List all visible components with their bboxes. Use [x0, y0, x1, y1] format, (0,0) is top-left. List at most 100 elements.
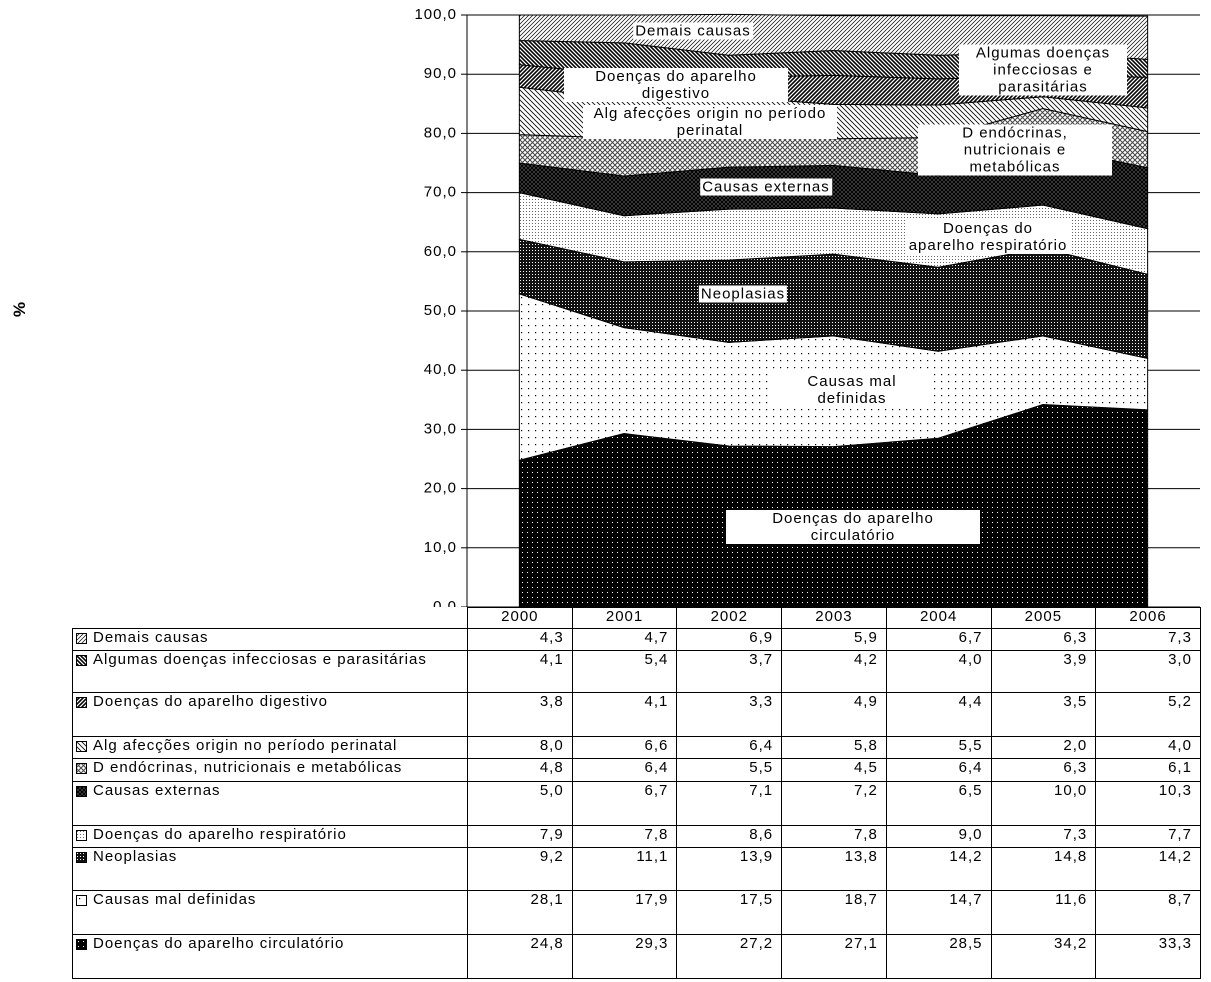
legend-swatch-fill [76, 762, 87, 774]
table-value: 7,3 [1095, 628, 1201, 651]
legend-swatch-fill [76, 938, 87, 950]
table-value: 7,8 [781, 825, 887, 848]
y-tick-label: 30,0 [424, 420, 457, 437]
table-value: 28,1 [467, 890, 573, 935]
table-value: 6,4 [885, 758, 992, 782]
table-value: 6,3 [990, 758, 1097, 782]
table-value: 7,7 [1095, 825, 1201, 848]
legend-entry: Algumas doenças infecciosas e parasitári… [93, 651, 427, 668]
table-value: 4,1 [467, 650, 573, 693]
y-axis-label: % [10, 302, 29, 318]
table-value: 4,0 [885, 650, 992, 693]
legend-swatch-fill [76, 785, 87, 797]
legend-cell: Doenças do aparelho circulatório [72, 934, 468, 979]
y-tick-label: 0,0 [433, 598, 457, 607]
table-value: 14,7 [885, 890, 992, 935]
legend-entry: Doenças do aparelho digestivo [93, 693, 328, 710]
table-value: 3,3 [676, 692, 783, 737]
area-label: Causas mal definidas [770, 373, 934, 407]
area-label: D endócrinas, nutricionais e metabólicas [918, 124, 1112, 176]
legend-swatch-fill [76, 632, 87, 644]
legend-entry: Doenças do aparelho circulatório [93, 935, 345, 952]
y-tick-label: 50,0 [424, 302, 457, 319]
area-label: Doenças do aparelho digestivo [564, 68, 788, 102]
table-value: 4,5 [781, 758, 887, 782]
table-value: 4,0 [1095, 736, 1201, 759]
table-value: 17,9 [571, 890, 678, 935]
table-value: 8,7 [1095, 890, 1201, 935]
table-value: 7,2 [781, 781, 887, 826]
table-row: Doenças do aparelho digestivo 3,8 4,1 3,3 4,… [72, 692, 1201, 737]
table-value: 6,4 [676, 736, 783, 759]
y-tick-label: 100,0 [414, 6, 457, 23]
table-value: 14,8 [990, 847, 1097, 891]
legend-swatch [76, 740, 87, 752]
legend-entry: Causas mal definidas [93, 891, 257, 908]
y-tick-label: 80,0 [424, 124, 457, 141]
legend-cell: Doenças do aparelho digestivo [72, 692, 468, 737]
table-value: 17,5 [676, 890, 783, 935]
legend-swatch [76, 938, 87, 950]
legend-entry: Doenças do aparelho respiratório [93, 826, 347, 843]
legend-cell: Causas mal definidas [72, 890, 468, 935]
table-value: 8,0 [467, 736, 573, 759]
table-value: 6,5 [885, 781, 992, 826]
table-value: 14,2 [1095, 847, 1201, 891]
table-value: 3,7 [676, 650, 783, 693]
table-value: 5,0 [467, 781, 573, 826]
legend-cell: Doenças do aparelho respiratório [72, 825, 468, 848]
table-value: 2,0 [990, 736, 1097, 759]
legend-cell: D endócrinas, nutricionais e metabólicas [72, 758, 468, 782]
table-row: Algumas doenças infecciosas e parasitári… [72, 650, 1201, 693]
table-value: 6,6 [571, 736, 678, 759]
table-value: 5,5 [676, 758, 783, 782]
table-value: 4,8 [467, 758, 573, 782]
data-table: 2000 2001 2002 2003 2004 2005 2006 Demais causa… [72, 607, 1201, 979]
table-row: Demais causas 4,3 4,7 6,9 5,9 6,7 6,3 7,3 [72, 628, 1201, 651]
x-tick-label: 2005 [990, 607, 1097, 629]
table-row: Causas externas 5,0 6,7 7,1 7,2 6,5 10,0 10,3 [72, 781, 1201, 826]
table-value: 34,2 [990, 934, 1097, 979]
legend-swatch [76, 851, 87, 863]
legend-entry: D endócrinas, nutricionais e metabólicas [93, 759, 403, 776]
legend-entry: Alg afecções origin no período perinatal [93, 737, 398, 754]
legend-entry: Demais causas [93, 629, 209, 646]
table-value: 24,8 [467, 934, 573, 979]
legend-swatch [76, 762, 87, 774]
legend-swatch [76, 894, 87, 906]
legend-entry: Causas externas [93, 782, 221, 799]
table-value: 13,8 [781, 847, 887, 891]
x-tick-label: 2006 [1095, 607, 1201, 629]
table-value: 7,1 [676, 781, 783, 826]
area-label: Demais causas [633, 22, 753, 40]
legend-cell: Algumas doenças infecciosas e parasitári… [72, 650, 468, 693]
legend-swatch [76, 696, 87, 708]
legend-swatch [76, 785, 87, 797]
table-value: 33,3 [1095, 934, 1201, 979]
y-tick-label: 60,0 [424, 243, 457, 260]
table-value: 6,4 [571, 758, 678, 782]
area-label: Causas externas [700, 178, 832, 196]
x-tick-label: 2000 [467, 607, 573, 629]
table-value: 14,2 [885, 847, 992, 891]
legend-swatch-fill [76, 654, 87, 666]
area-label: Alg afecções origin no período perinatal [583, 105, 837, 139]
table-value: 6,7 [885, 628, 992, 651]
area-label: Neoplasias [698, 285, 788, 303]
legend-swatch-fill [76, 740, 87, 752]
legend-swatch [76, 829, 87, 841]
legend-cell: Demais causas [72, 628, 468, 651]
table-value: 27,1 [781, 934, 887, 979]
table-value: 11,6 [990, 890, 1097, 935]
table-value: 13,9 [676, 847, 783, 891]
table-value: 18,7 [781, 890, 887, 935]
legend-swatch-fill [76, 894, 87, 906]
table-value: 5,8 [781, 736, 887, 759]
legend-cell: Neoplasias [72, 847, 468, 891]
table-row: D endócrinas, nutricionais e metabólicas… [72, 758, 1201, 782]
x-tick-label: 2004 [885, 607, 992, 629]
table-value: 27,2 [676, 934, 783, 979]
table-row: Causas mal definidas 28,1 17,9 17,5 18,7 14,7… [72, 890, 1201, 935]
area-label: Doenças do aparelho circulatório [726, 510, 980, 544]
table-value: 3,9 [990, 650, 1097, 693]
